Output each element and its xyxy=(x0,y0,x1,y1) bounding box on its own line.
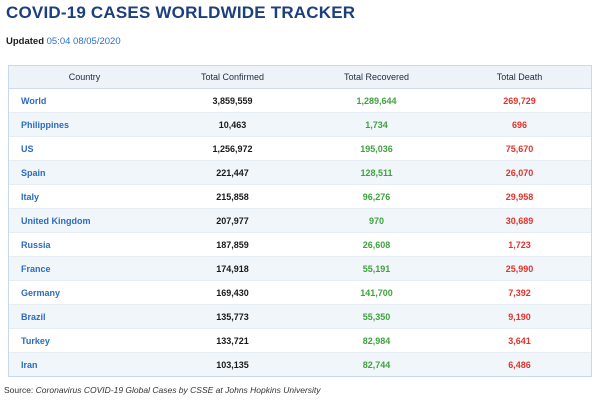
recovered-cell: 96,276 xyxy=(305,184,448,209)
country-cell: Philippines xyxy=(9,112,160,137)
recovered-cell: 1,734 xyxy=(305,112,448,137)
death-cell: 269,729 xyxy=(448,88,591,113)
death-cell: 3,641 xyxy=(448,328,591,353)
country-cell: Iran xyxy=(9,352,160,376)
country-cell: World xyxy=(9,88,160,113)
page-title: COVID-19 CASES WORLDWIDE TRACKER xyxy=(6,3,356,22)
country-cell: Germany xyxy=(9,280,160,305)
country-cell: France xyxy=(9,256,160,281)
table-header-row: Country Total Confirmed Total Recovered … xyxy=(9,66,591,89)
confirmed-cell: 135,773 xyxy=(160,304,305,329)
updated-timestamp: 05:04 08/05/2020 xyxy=(46,36,121,47)
source-line: Source: Coronavirus COVID-19 Global Case… xyxy=(4,385,321,395)
confirmed-cell: 187,859 xyxy=(160,232,305,257)
table-row: Turkey 133,721 82,984 3,641 xyxy=(9,328,591,353)
header-total-death: Total Death xyxy=(448,66,591,89)
header-total-recovered: Total Recovered xyxy=(305,66,448,89)
country-cell: United Kingdom xyxy=(9,208,160,233)
cases-table: Country Total Confirmed Total Recovered … xyxy=(9,66,591,376)
death-cell: 7,392 xyxy=(448,280,591,305)
recovered-cell: 141,700 xyxy=(305,280,448,305)
death-cell: 6,486 xyxy=(448,352,591,376)
death-cell: 1,723 xyxy=(448,232,591,257)
table-row: Iran 103,135 82,744 6,486 xyxy=(9,352,591,376)
table-row: Germany 169,430 141,700 7,392 xyxy=(9,280,591,305)
recovered-cell: 55,191 xyxy=(305,256,448,281)
country-cell: Italy xyxy=(9,184,160,209)
death-cell: 26,070 xyxy=(448,160,591,185)
confirmed-cell: 133,721 xyxy=(160,328,305,353)
confirmed-cell: 215,858 xyxy=(160,184,305,209)
confirmed-cell: 3,859,559 xyxy=(160,88,305,113)
death-cell: 9,190 xyxy=(448,304,591,329)
recovered-cell: 82,744 xyxy=(305,352,448,376)
table-row: France 174,918 55,191 25,990 xyxy=(9,256,591,281)
table-row: Russia 187,859 26,608 1,723 xyxy=(9,232,591,257)
source-text: Coronavirus COVID-19 Global Cases by CSS… xyxy=(35,385,321,395)
recovered-cell: 128,511 xyxy=(305,160,448,185)
table-row: United Kingdom 207,977 970 30,689 xyxy=(9,208,591,233)
updated-line: Updated 05:04 08/05/2020 xyxy=(6,36,121,47)
recovered-cell: 82,984 xyxy=(305,328,448,353)
death-cell: 696 xyxy=(448,112,591,137)
recovered-cell: 195,036 xyxy=(305,136,448,161)
confirmed-cell: 207,977 xyxy=(160,208,305,233)
recovered-cell: 970 xyxy=(305,208,448,233)
death-cell: 30,689 xyxy=(448,208,591,233)
table-row: Italy 215,858 96,276 29,958 xyxy=(9,184,591,209)
confirmed-cell: 10,463 xyxy=(160,112,305,137)
death-cell: 25,990 xyxy=(448,256,591,281)
country-cell: US xyxy=(9,136,160,161)
updated-label: Updated xyxy=(6,36,44,47)
confirmed-cell: 103,135 xyxy=(160,352,305,376)
country-cell: Russia xyxy=(9,232,160,257)
death-cell: 29,958 xyxy=(448,184,591,209)
recovered-cell: 1,289,644 xyxy=(305,88,448,113)
table-row: Brazil 135,773 55,350 9,190 xyxy=(9,304,591,329)
confirmed-cell: 1,256,972 xyxy=(160,136,305,161)
table-row: Spain 221,447 128,511 26,070 xyxy=(9,160,591,185)
death-cell: 75,670 xyxy=(448,136,591,161)
confirmed-cell: 169,430 xyxy=(160,280,305,305)
country-cell: Brazil xyxy=(9,304,160,329)
table-row: Philippines 10,463 1,734 696 xyxy=(9,112,591,137)
cases-table-container: Country Total Confirmed Total Recovered … xyxy=(8,65,592,377)
recovered-cell: 26,608 xyxy=(305,232,448,257)
table-row: World 3,859,559 1,289,644 269,729 xyxy=(9,88,591,113)
source-label: Source: xyxy=(4,385,34,395)
header-country: Country xyxy=(9,66,160,89)
country-cell: Spain xyxy=(9,160,160,185)
confirmed-cell: 221,447 xyxy=(160,160,305,185)
header-total-confirmed: Total Confirmed xyxy=(160,66,305,89)
country-cell: Turkey xyxy=(9,328,160,353)
recovered-cell: 55,350 xyxy=(305,304,448,329)
table-row: US 1,256,972 195,036 75,670 xyxy=(9,136,591,161)
confirmed-cell: 174,918 xyxy=(160,256,305,281)
